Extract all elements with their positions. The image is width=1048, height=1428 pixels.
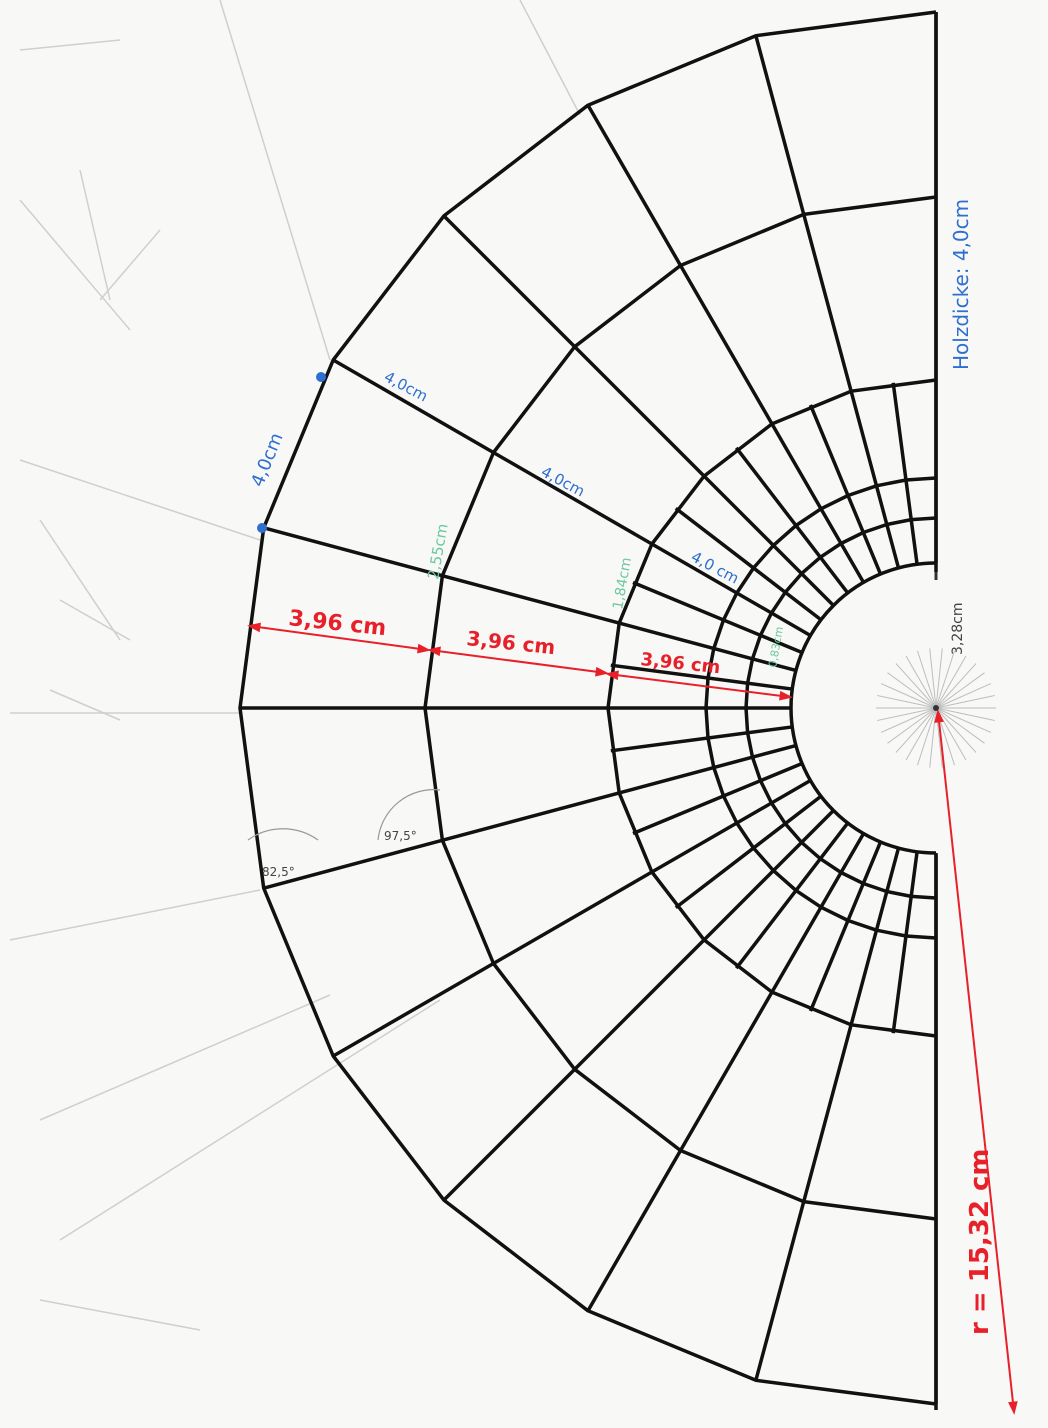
- green-middle-label: 1,84cm: [610, 556, 635, 610]
- dimension-line: [249, 625, 429, 651]
- ring-width-middle-label: 3,96 cm: [465, 626, 556, 659]
- inner-spoke: [610, 725, 793, 753]
- inner-spoke: [891, 851, 919, 1034]
- spoke-7: [263, 743, 797, 890]
- spoke-5: [263, 526, 797, 673]
- wood-thickness-label: Holzdicke: 4,0cm: [949, 199, 973, 370]
- spoke-9: [442, 809, 835, 1202]
- spoke-2-label: 4,0cm: [538, 463, 588, 501]
- arrow-head: [605, 670, 619, 681]
- inner-spoke: [632, 761, 803, 836]
- dimension-line: [429, 649, 607, 674]
- spoke-3: [442, 214, 835, 607]
- arrow-head: [417, 643, 431, 654]
- dimension-line: [607, 673, 791, 698]
- spoke-11: [754, 847, 901, 1381]
- angle-arcs: [247, 789, 441, 841]
- arrow-head: [427, 646, 441, 657]
- angle-outer-label: 82,5°: [262, 865, 295, 879]
- inner-spoke: [808, 404, 883, 575]
- arrow-head: [595, 666, 609, 677]
- inner-spoke: [891, 382, 919, 565]
- dimension-lines: [247, 622, 1018, 1415]
- spoke-10: [586, 832, 866, 1312]
- arc-dimension-dots: [257, 372, 326, 533]
- spoke-2: [586, 104, 866, 584]
- inner-spoke: [734, 446, 850, 595]
- green-outer-label: 2,55cm: [424, 522, 451, 581]
- inner-radius-label: 3,28cm: [950, 602, 966, 655]
- ring-width-inner-label: 3,96 cm: [639, 649, 721, 678]
- green-inner-label: 0,83cm: [766, 626, 786, 669]
- spoke-8: [332, 778, 812, 1058]
- inner-spoke: [632, 580, 803, 655]
- arrow-head: [1008, 1401, 1018, 1415]
- radius-label: r = 15,32 cm: [965, 1148, 995, 1335]
- inner-spoke: [674, 506, 823, 622]
- fan-grid: [238, 10, 938, 1410]
- inner-spoke: [808, 841, 883, 1012]
- spoke-4: [332, 358, 812, 638]
- arrow-head: [779, 690, 793, 701]
- arrow-head: [247, 622, 261, 633]
- inner-spoke: [734, 821, 850, 970]
- inner-spoke: [674, 794, 823, 910]
- arrow-head: [934, 709, 944, 723]
- inner-spoke: [610, 663, 793, 691]
- center-construction-star: [876, 648, 996, 768]
- spoke-1: [754, 35, 901, 569]
- angle-inner-label: 97,5°: [384, 829, 417, 843]
- ring-width-outer-label: 3,96 cm: [287, 606, 387, 641]
- dimension-line: [937, 711, 1015, 1413]
- spoke-1-label: 4,0cm: [381, 368, 431, 406]
- construction-lines: [9, 0, 581, 1331]
- center-point: [933, 705, 939, 711]
